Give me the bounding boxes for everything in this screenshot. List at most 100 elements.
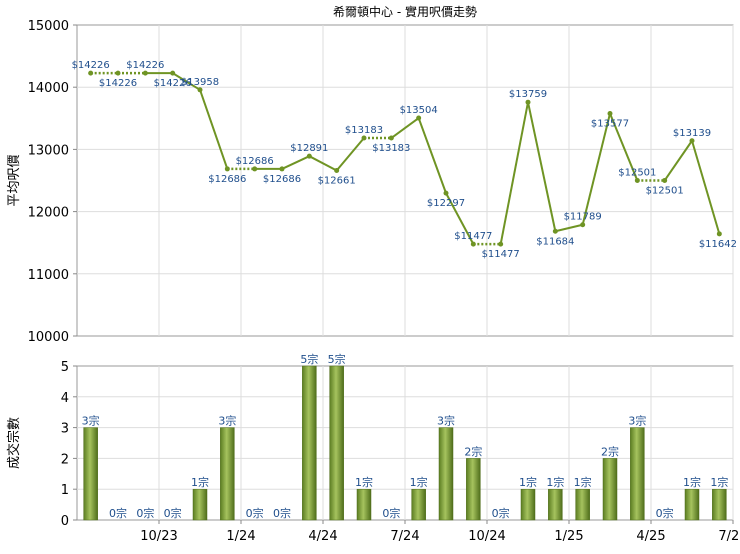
line-y-axis-label: 平均呎價 bbox=[7, 154, 22, 206]
transaction-bar[interactable] bbox=[220, 427, 235, 521]
price-point[interactable] bbox=[607, 111, 613, 117]
line-y-tick-label: 15000 bbox=[28, 19, 69, 34]
price-point[interactable] bbox=[279, 166, 285, 172]
transaction-data-label: 1宗 bbox=[191, 475, 209, 489]
transaction-bar[interactable] bbox=[411, 488, 426, 521]
price-point[interactable] bbox=[334, 167, 340, 173]
transaction-data-label: 1宗 bbox=[546, 475, 564, 489]
transaction-bar[interactable] bbox=[438, 427, 454, 521]
transaction-data-label: 1宗 bbox=[574, 475, 592, 489]
price-data-label: $12661 bbox=[318, 175, 356, 186]
price-point[interactable] bbox=[306, 153, 312, 159]
price-data-label: $13577 bbox=[591, 119, 629, 130]
x-tick-label: 4/25 bbox=[636, 529, 665, 544]
price-line-segment bbox=[691, 140, 721, 235]
price-point[interactable] bbox=[498, 241, 504, 247]
price-data-label: $12501 bbox=[618, 167, 656, 178]
transaction-data-label: 0宗 bbox=[273, 506, 291, 520]
x-tick-label: 7/25 bbox=[718, 529, 740, 544]
line-y-tick-label: 13000 bbox=[28, 143, 69, 158]
bar-y-tick-label: 4 bbox=[61, 391, 69, 406]
price-line-segment bbox=[172, 72, 201, 91]
transaction-bar[interactable] bbox=[712, 488, 727, 521]
price-point[interactable] bbox=[197, 87, 203, 93]
price-data-label: $11789 bbox=[564, 212, 602, 223]
price-point[interactable] bbox=[580, 222, 586, 228]
transaction-bar[interactable] bbox=[302, 365, 317, 521]
price-point[interactable] bbox=[716, 231, 722, 237]
transaction-data-label: 0宗 bbox=[246, 506, 264, 520]
price-data-label: $11477 bbox=[482, 249, 520, 260]
transaction-data-label: 0宗 bbox=[492, 506, 510, 520]
x-tick-label: 4/24 bbox=[308, 529, 337, 544]
x-tick-label: 1/24 bbox=[226, 529, 255, 544]
price-point[interactable] bbox=[170, 70, 176, 76]
price-data-label: $14226 bbox=[126, 60, 164, 71]
price-line-segment bbox=[417, 117, 447, 194]
transaction-bar[interactable] bbox=[630, 427, 645, 521]
transaction-bar[interactable] bbox=[466, 458, 481, 521]
price-data-label: $12686 bbox=[263, 174, 301, 185]
price-data-label: $13958 bbox=[181, 77, 219, 88]
transaction-data-label: 3宗 bbox=[218, 414, 236, 428]
transaction-bar[interactable] bbox=[575, 488, 590, 521]
price-point[interactable] bbox=[662, 177, 668, 183]
bar-y-tick-label: 0 bbox=[61, 514, 69, 529]
transaction-bar[interactable] bbox=[329, 365, 344, 521]
transaction-bar[interactable] bbox=[548, 488, 563, 521]
price-point[interactable] bbox=[361, 135, 367, 141]
price-line-segment bbox=[499, 102, 529, 245]
price-point[interactable] bbox=[525, 99, 531, 105]
price-line-segment bbox=[609, 113, 639, 181]
transactions-bar-panel: 0 1 2 3 4 5 10/23 1/24 4/24 7/24 10/24 1/25 4/25 7/25… bbox=[6, 352, 740, 544]
price-point[interactable] bbox=[689, 138, 695, 144]
transaction-bar[interactable] bbox=[192, 488, 208, 521]
price-data-label: $12686 bbox=[208, 174, 246, 185]
price-data-label: $13139 bbox=[673, 128, 711, 139]
transaction-data-label: 0宗 bbox=[382, 506, 400, 520]
price-point[interactable] bbox=[252, 166, 258, 172]
x-tick-label: 7/24 bbox=[390, 529, 419, 544]
line-y-tick-label: 14000 bbox=[28, 81, 69, 96]
transaction-bar[interactable] bbox=[684, 488, 700, 521]
price-data-label: $12891 bbox=[290, 143, 328, 154]
price-point[interactable] bbox=[142, 70, 148, 76]
price-point[interactable] bbox=[416, 115, 422, 121]
transaction-data-label: 1宗 bbox=[355, 475, 373, 489]
price-line-segment bbox=[581, 113, 611, 225]
transaction-bar[interactable] bbox=[602, 458, 618, 521]
transaction-data-label: 5宗 bbox=[300, 352, 318, 366]
price-data-label: $14226 bbox=[99, 78, 137, 89]
price-line-segment bbox=[335, 137, 365, 172]
price-point[interactable] bbox=[443, 190, 449, 196]
chart-title: 希爾頓中心 - 實用呎價走勢 bbox=[333, 4, 477, 19]
transaction-data-label: 1宗 bbox=[710, 475, 728, 489]
price-data-label: $11684 bbox=[536, 236, 574, 247]
price-data-label: $13183 bbox=[345, 125, 383, 136]
x-tick-label: 10/23 bbox=[140, 529, 177, 544]
price-data-label: $13759 bbox=[509, 89, 547, 100]
bar-y-tick-label: 3 bbox=[61, 422, 69, 437]
price-point[interactable] bbox=[88, 70, 94, 76]
price-point[interactable] bbox=[115, 70, 121, 76]
price-line-segment bbox=[199, 89, 229, 170]
transaction-data-label: 3宗 bbox=[82, 414, 100, 428]
price-point[interactable] bbox=[224, 166, 230, 172]
price-point[interactable] bbox=[388, 135, 394, 141]
price-data-label: $12297 bbox=[427, 198, 465, 209]
bar-y-tick-label: 2 bbox=[61, 452, 69, 467]
price-line-segment bbox=[555, 223, 583, 233]
price-line-segment bbox=[281, 155, 310, 170]
bar-y-axis-label: 成交宗數 bbox=[6, 417, 22, 469]
transaction-bar[interactable] bbox=[520, 488, 536, 521]
price-line-segment bbox=[527, 101, 557, 232]
price-point[interactable] bbox=[552, 228, 558, 234]
x-tick-label: 1/25 bbox=[554, 529, 583, 544]
transaction-bar[interactable] bbox=[83, 427, 98, 521]
transaction-data-label: 2宗 bbox=[601, 444, 619, 458]
price-point[interactable] bbox=[634, 177, 640, 183]
transaction-bar[interactable] bbox=[356, 488, 372, 521]
price-data-label: $14226 bbox=[72, 60, 110, 71]
price-point[interactable] bbox=[470, 241, 476, 247]
